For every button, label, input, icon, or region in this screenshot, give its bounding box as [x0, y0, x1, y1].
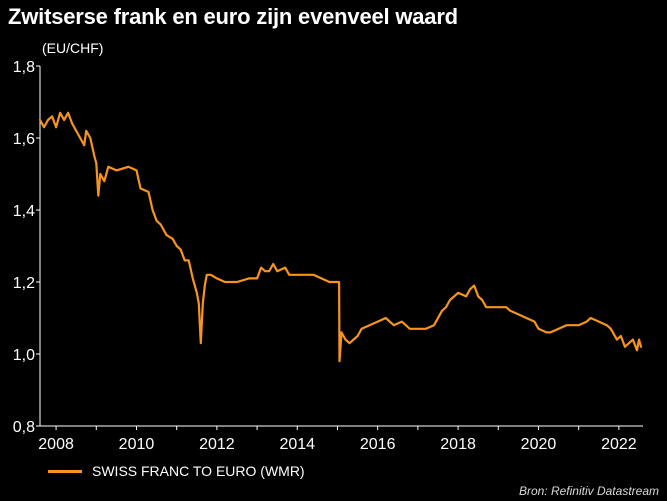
x-axis: 2008 2010 2012 2014 2016 2018 2020 2022 [38, 425, 643, 453]
y-tick-label: 1,4 [13, 203, 35, 220]
x-tick-label: 2016 [360, 436, 396, 453]
legend-label: SWISS FRANC TO EURO (WMR) [92, 463, 305, 479]
x-tick-label: 2014 [279, 436, 315, 453]
x-tick-label: 2018 [440, 436, 476, 453]
y-axis: 0,8 1,0 1,2 1,4 1,6 1,8 [13, 59, 41, 436]
x-tick-label: 2008 [38, 436, 74, 453]
chart-title: Zwitserse frank en euro zijn evenveel wa… [8, 4, 458, 29]
x-tick-label: 2010 [119, 436, 155, 453]
y-tick-label: 1,8 [13, 59, 35, 76]
y-tick-label: 0,8 [13, 419, 35, 436]
y-axis-unit-label: (EU/CHF) [42, 40, 104, 56]
series-layer [38, 111, 643, 363]
x-tick-label: 2020 [521, 436, 557, 453]
source-note: Bron: Refinitiv Datastream [518, 484, 659, 498]
y-tick-label: 1,0 [13, 347, 35, 364]
x-tick-label: 2022 [601, 436, 637, 453]
y-tick-label: 1,6 [13, 131, 35, 148]
y-tick-label: 1,2 [13, 275, 35, 292]
legend: SWISS FRANC TO EURO (WMR) [48, 462, 305, 480]
legend-swatch [48, 469, 82, 473]
series-line [38, 111, 643, 363]
x-tick-label: 2012 [199, 436, 235, 453]
